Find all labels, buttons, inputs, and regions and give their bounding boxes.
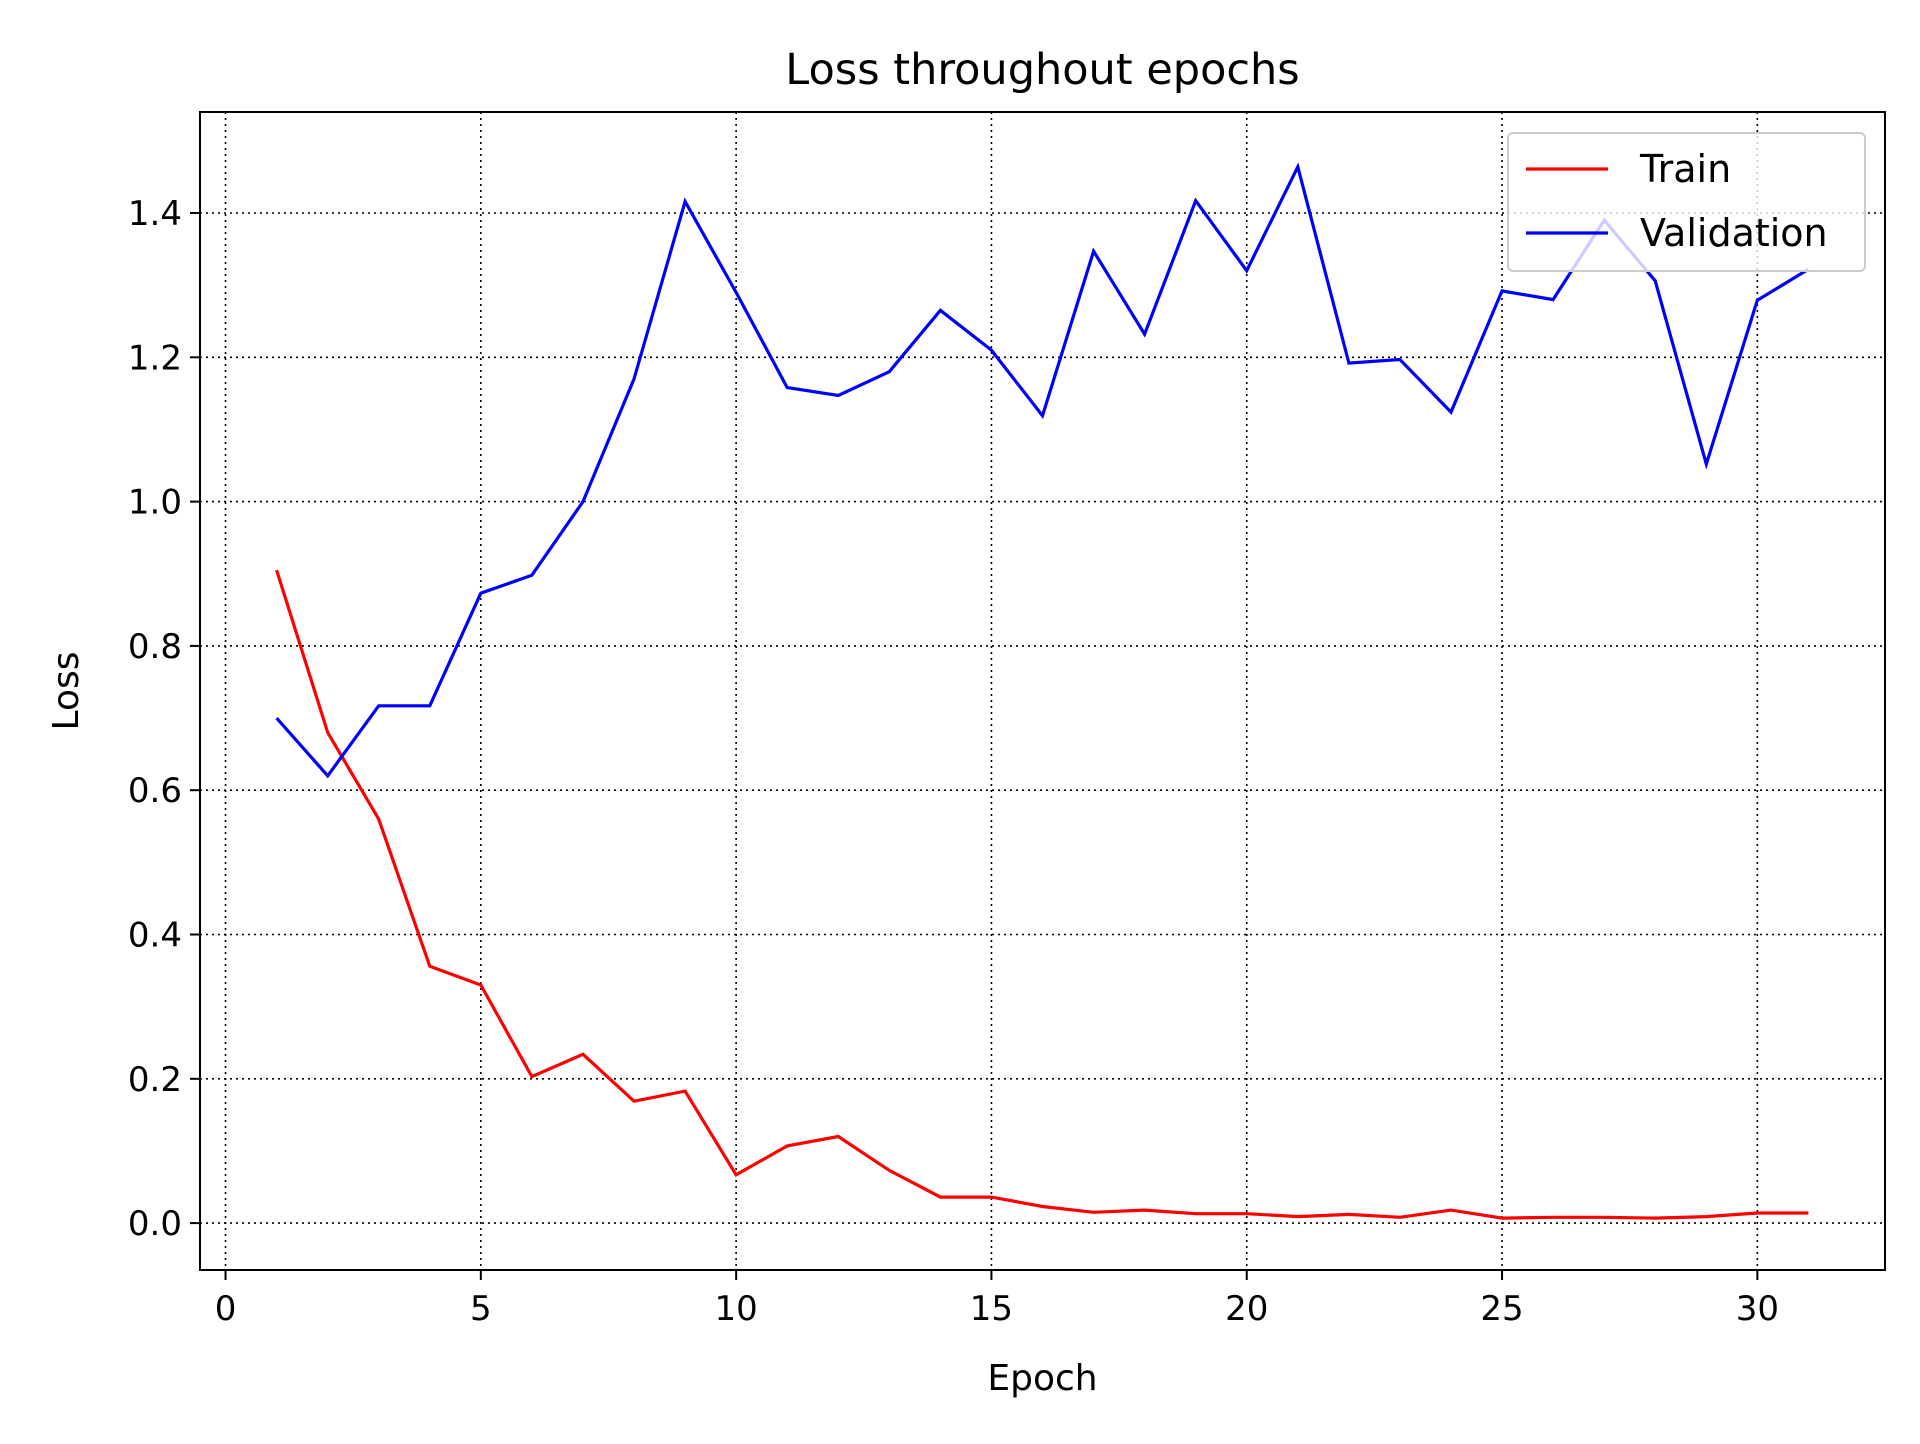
chart-title: Loss throughout epochs [785, 45, 1299, 95]
y-tick-label: 1.4 [128, 194, 182, 234]
legend-label-train: Train [1639, 147, 1731, 191]
series-lines [275, 162, 1810, 1220]
y-tick-label: 0.6 [128, 771, 182, 811]
x-tick-label: 0 [215, 1289, 237, 1329]
axis-ticks: 0 5 10 15 20 25 30 0.0 0.2 0.4 0.6 0.8 1.0 1.2 1.4 [128, 194, 1779, 1329]
x-tick-label: 20 [1225, 1289, 1268, 1329]
y-tick-label: 1.2 [128, 338, 182, 378]
x-axis-label: Epoch [987, 1358, 1097, 1399]
y-axis-label: Loss [46, 652, 87, 731]
y-tick-label: 0.0 [128, 1204, 182, 1244]
y-tick-label: 0.2 [128, 1060, 182, 1100]
x-tick-label: 10 [715, 1289, 758, 1329]
x-tick-label: 25 [1480, 1289, 1523, 1329]
y-tick-label: 0.8 [128, 627, 182, 667]
legend-label-validation: Validation [1640, 211, 1828, 255]
x-tick-label: 15 [970, 1289, 1013, 1329]
series-line-train [275, 569, 1809, 1220]
x-tick-label: 30 [1736, 1289, 1779, 1329]
y-tick-label: 0.4 [128, 916, 182, 956]
legend: Train Validation [1507, 132, 1866, 272]
y-tick-label: 1.0 [128, 483, 182, 523]
series-line-validation [275, 162, 1810, 779]
x-tick-label: 5 [470, 1289, 492, 1329]
plot-area-frame [199, 111, 1886, 1271]
